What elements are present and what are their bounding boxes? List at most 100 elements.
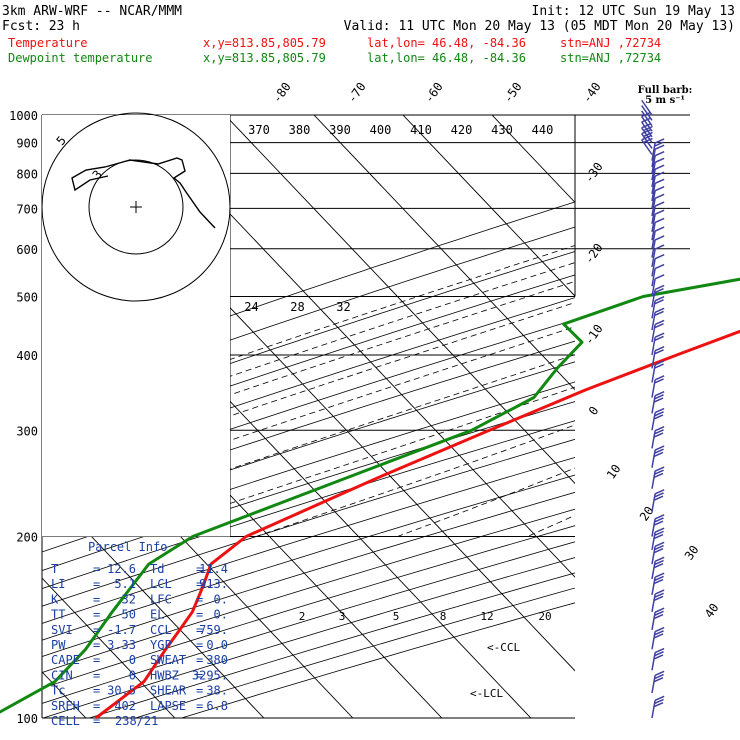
isotherm-line bbox=[42, 577, 176, 718]
theta-label: 430 bbox=[491, 123, 513, 137]
wind-barb bbox=[651, 193, 665, 217]
parcel-info-cell: = bbox=[196, 608, 203, 622]
moist-adiabat bbox=[42, 354, 575, 534]
sounding-profiles bbox=[0, 277, 740, 720]
parcel-info-cell: 5.1 bbox=[114, 577, 136, 591]
wind-barb bbox=[651, 360, 665, 383]
theta-label: 380 bbox=[289, 123, 311, 137]
wind-barb bbox=[651, 332, 665, 356]
parcel-info-cell: LAPSE bbox=[150, 699, 186, 713]
isotherm-label: 20 bbox=[637, 504, 657, 524]
parcel-info-cell: 3295. bbox=[192, 668, 228, 682]
parcel-info-cell: 3.33 bbox=[107, 638, 136, 652]
theta-label: 420 bbox=[451, 123, 473, 137]
wind-barb bbox=[651, 244, 665, 267]
dewpoint-profile bbox=[0, 277, 740, 714]
wind-barb bbox=[651, 445, 665, 468]
wind-barb bbox=[651, 670, 665, 694]
parcel-info-cell: 30.5 bbox=[107, 684, 136, 698]
parcel-info-cell: -1.7 bbox=[107, 623, 136, 637]
pressure-label-900: 900 bbox=[16, 137, 38, 151]
lcl-marker: <-LCL bbox=[470, 687, 503, 700]
pressure-label-500: 500 bbox=[16, 291, 38, 305]
parcel-info-cell: CELL bbox=[51, 714, 80, 728]
wind-barb bbox=[651, 284, 665, 308]
parcel-info-cell: 0. bbox=[214, 608, 228, 622]
parcel-info-cell: = bbox=[196, 623, 203, 637]
parcel-info-cell: 50 bbox=[122, 608, 136, 622]
mixing-ratio-label: 3 bbox=[339, 610, 346, 623]
hodograph: 53 bbox=[41, 112, 231, 537]
pressure-label-300: 300 bbox=[16, 424, 38, 438]
parcel-info-cell: = bbox=[196, 638, 203, 652]
parcel-info-cell: = bbox=[196, 668, 203, 682]
wind-barb bbox=[651, 514, 665, 537]
parcel-info-title: Parcel Info bbox=[88, 540, 167, 554]
forecast-label: Fcst: bbox=[2, 19, 41, 34]
wind-barb bbox=[651, 151, 665, 174]
parcel-info-cell: Tc bbox=[51, 684, 65, 698]
dry-adiabat bbox=[42, 438, 575, 607]
parcel-info-cell: = bbox=[93, 623, 100, 637]
parcel-info-cell: EL bbox=[150, 608, 164, 622]
parcel-info-cell: YGP bbox=[150, 638, 172, 652]
wind-barb bbox=[651, 185, 665, 209]
wind-barbs bbox=[641, 99, 665, 719]
legend-dewpoint: Dewpoint temperature bbox=[8, 51, 153, 65]
parcel-info-cell: SVI bbox=[51, 623, 73, 637]
parcel-info-cell: SWEAT bbox=[150, 653, 186, 667]
parcel-info-cell: T bbox=[51, 562, 58, 576]
isotherm-line bbox=[670, 115, 740, 718]
isotherm-label: -70 bbox=[345, 80, 369, 106]
mixing-ratio-label: 2 bbox=[299, 610, 306, 623]
barb-key-value: 5 m s⁻¹ bbox=[645, 95, 685, 106]
wind-barb bbox=[641, 135, 653, 155]
parcel-info-cell: = bbox=[93, 684, 100, 698]
dry-adiabat bbox=[42, 401, 575, 571]
dry-adiabat bbox=[42, 251, 575, 430]
speed-tick-label: 24 bbox=[244, 300, 258, 314]
parcel-info-cell: 759. bbox=[199, 623, 228, 637]
parcel-info-cell: = bbox=[196, 562, 203, 576]
wind-barb bbox=[651, 695, 665, 719]
init-time: Init: 12 UTC Sun 19 May 13 bbox=[532, 4, 736, 19]
isotherm-line bbox=[313, 115, 575, 391]
parcel-info-cell: CCL bbox=[150, 623, 172, 637]
isotherm-line bbox=[224, 115, 575, 485]
wind-barb bbox=[651, 307, 665, 331]
isotherm-label: 10 bbox=[604, 462, 624, 482]
wind-barb bbox=[651, 425, 665, 449]
wind-barb bbox=[651, 489, 665, 512]
speed-tick-label: 28 bbox=[290, 300, 304, 314]
mixing-ratio-label: 5 bbox=[393, 610, 400, 623]
isotherm-label: -50 bbox=[501, 80, 525, 106]
parcel-info-cell: CIN bbox=[51, 668, 73, 682]
parcel-info-cell: 0.0 bbox=[206, 638, 228, 652]
theta-label: 410 bbox=[410, 123, 432, 137]
wind-barb bbox=[651, 319, 665, 343]
wind-barb bbox=[651, 274, 665, 297]
theta-label: 390 bbox=[329, 123, 351, 137]
isotherm-line bbox=[491, 115, 575, 204]
parcel-info-cell: SREH bbox=[51, 699, 80, 713]
dry-adiabat bbox=[42, 474, 575, 641]
parcel-info-cell: = bbox=[196, 577, 203, 591]
parcel-info-cell: = bbox=[93, 608, 100, 622]
parcel-info-panel: Parcel Info T = 12.6 Td =11.4LI = 5.1 LCL =913.K… bbox=[51, 540, 228, 728]
wind-barb bbox=[651, 572, 665, 596]
parcel-info-cell: LCL bbox=[150, 577, 172, 591]
wind-barb bbox=[651, 589, 665, 612]
wind-barb bbox=[651, 295, 665, 319]
legend-temperature: Temperature bbox=[8, 36, 87, 50]
dew-station: stn=ANJ ,72734 bbox=[560, 51, 661, 65]
isotherm-label: -30 bbox=[582, 160, 606, 186]
moist-adiabat bbox=[42, 326, 575, 506]
isotherm-label: 40 bbox=[702, 601, 722, 621]
wind-barb bbox=[651, 144, 665, 168]
wind-barb bbox=[651, 345, 665, 369]
parcel-info-cell: = bbox=[93, 562, 100, 576]
parcel-info-cell: HWBZ bbox=[150, 668, 179, 682]
parcel-info-cell: 402 bbox=[114, 699, 136, 713]
parcel-info-cell: LI bbox=[51, 577, 65, 591]
wind-barb bbox=[641, 111, 653, 132]
